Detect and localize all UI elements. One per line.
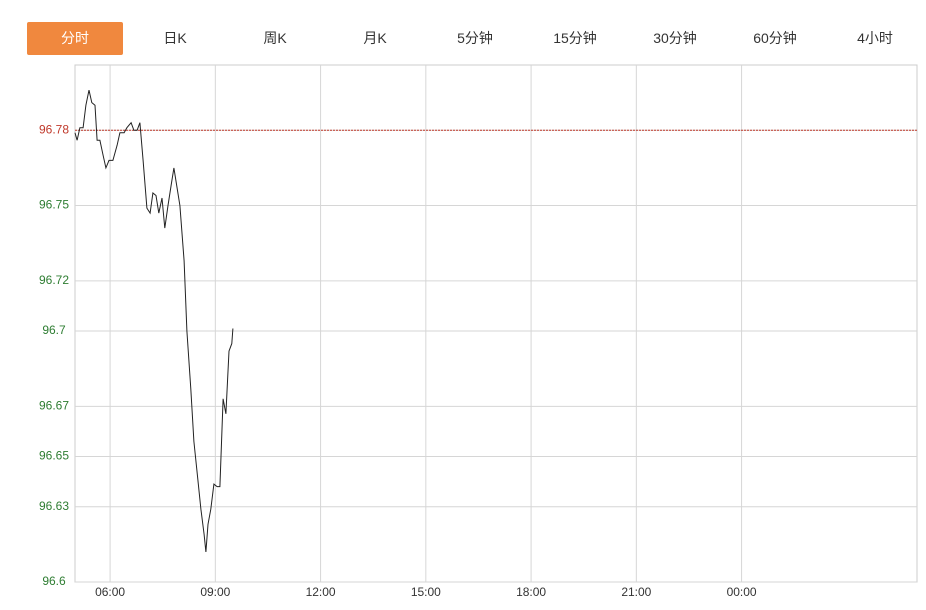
y-tick-label: 96.75: [39, 198, 69, 212]
tab[interactable]: 日K: [163, 30, 187, 46]
tab[interactable]: 4小时: [857, 30, 893, 46]
y-tick-label: 96.72: [39, 273, 69, 287]
x-tick-label: 12:00: [306, 585, 336, 599]
y-tick-label: 96.6: [42, 574, 66, 588]
x-tick-label: 21:00: [621, 585, 651, 599]
tab[interactable]: 分时: [27, 22, 123, 55]
x-tick-label: 09:00: [200, 585, 230, 599]
x-tick-label: 06:00: [95, 585, 125, 599]
price-line: [74, 89, 234, 552]
tab[interactable]: 60分钟: [753, 30, 797, 46]
x-tick-label: 15:00: [411, 585, 441, 599]
y-tick-label: 96.67: [39, 398, 69, 412]
y-tick-label: 96.65: [39, 449, 69, 463]
tab[interactable]: 15分钟: [553, 30, 597, 46]
tab[interactable]: 5分钟: [457, 30, 493, 46]
tab[interactable]: 30分钟: [653, 30, 697, 46]
tab[interactable]: 月K: [363, 30, 387, 46]
x-tick-label: 00:00: [727, 585, 757, 599]
y-tick-label: 96.7: [42, 323, 66, 337]
x-tick-label: 18:00: [516, 585, 546, 599]
y-tick-label: 96.63: [39, 499, 69, 513]
y-tick-label: 96.78: [39, 122, 69, 136]
plot-frame: [74, 64, 918, 583]
tab[interactable]: 周K: [263, 30, 287, 46]
